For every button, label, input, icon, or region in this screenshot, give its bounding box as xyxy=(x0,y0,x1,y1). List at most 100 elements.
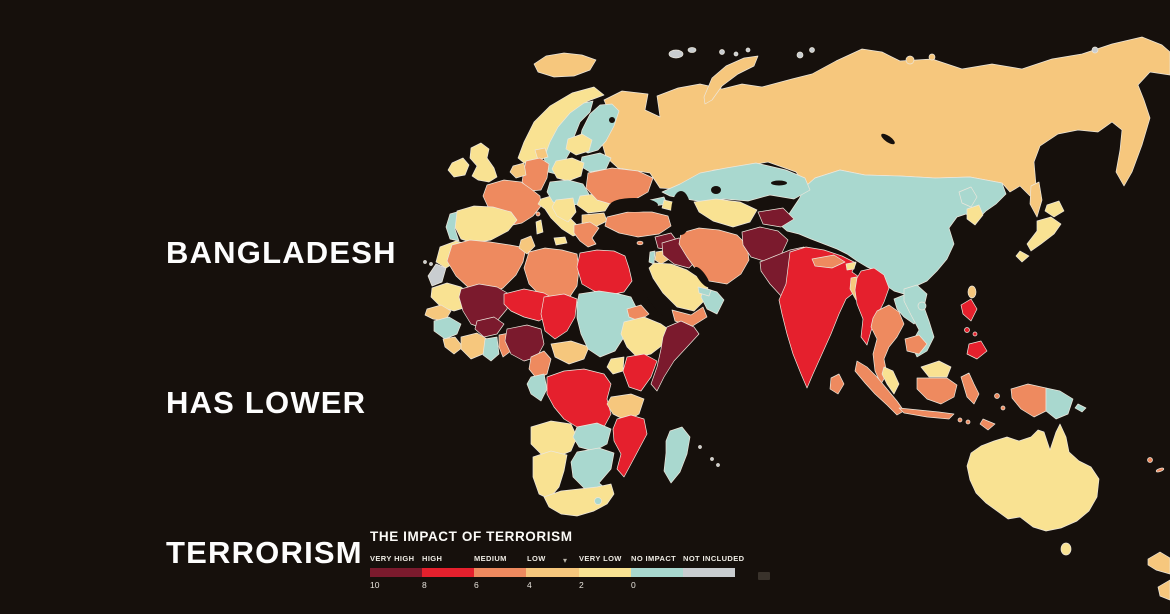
country-portugal xyxy=(445,211,460,242)
legend-values: 10 8 6 4 2 0 xyxy=(370,580,770,590)
legend-swatch-very-high xyxy=(370,568,423,577)
country-indonesia-sumatra xyxy=(854,360,905,416)
country-uae xyxy=(697,286,712,297)
country-novaya-zemlya xyxy=(703,55,759,105)
legend-label-high: HIGH xyxy=(422,554,443,563)
country-indonesia-sulawesi xyxy=(960,372,980,405)
country-russia xyxy=(597,36,1170,197)
country-papua-new-guinea-new-britain xyxy=(1074,403,1087,413)
legend-swatch-low xyxy=(526,568,579,577)
country-indonesia-lombok xyxy=(965,419,971,425)
country-ireland xyxy=(447,157,470,178)
country-north-korea xyxy=(958,186,978,208)
headline: BANGLADESH HAS LOWER TERRORISM THREAT TH… xyxy=(166,128,449,614)
country-chad xyxy=(540,293,578,340)
country-tajikistan-kyrgyzstan xyxy=(757,207,795,228)
country-china xyxy=(778,169,1007,295)
country-china-hainan xyxy=(917,301,927,311)
country-indonesia-papua xyxy=(1010,383,1047,418)
country-zambia xyxy=(572,422,612,452)
country-italy-sardinia xyxy=(535,219,544,235)
country-indonesia-moluccas xyxy=(994,393,1000,399)
legend-label-very-low: VERY LOW xyxy=(579,554,622,563)
country-cameroon xyxy=(528,350,552,380)
country-madagascar xyxy=(663,426,691,484)
country-saudi-arabia xyxy=(648,262,709,312)
country-burkina-faso xyxy=(474,316,505,338)
legend-value-8: 8 xyxy=(422,580,427,590)
country-tunisia xyxy=(518,235,536,255)
country-indian-ocean-islands xyxy=(710,457,714,461)
legend-swatch-very-low xyxy=(578,568,631,577)
country-algeria xyxy=(446,239,527,296)
country-congo-gabon xyxy=(526,373,548,402)
country-philippines-visayas xyxy=(972,331,978,337)
legend-label-medium: MEDIUM xyxy=(474,554,507,563)
legend-label-very-high: VERY HIGH xyxy=(370,554,415,563)
country-cyprus xyxy=(636,240,644,246)
country-mozambique xyxy=(612,414,648,478)
country-malaysia xyxy=(881,366,900,395)
country-central-african-republic xyxy=(550,340,590,365)
country-france-corsica xyxy=(535,211,541,217)
country-severnaya-zemlya xyxy=(809,47,815,53)
country-baltics xyxy=(565,133,593,156)
country-canary-islands xyxy=(429,262,433,266)
country-indonesia-java xyxy=(898,407,955,420)
country-indonesia-moluccas xyxy=(1000,405,1006,411)
country-western-sahara xyxy=(427,263,447,287)
country-greece xyxy=(573,221,600,248)
country-kenya xyxy=(622,353,658,392)
country-new-zealand-north xyxy=(1147,551,1170,575)
country-malaysia-borneo xyxy=(920,360,952,378)
country-somalia xyxy=(650,320,700,392)
country-sierra-leone-liberia xyxy=(442,336,464,355)
country-kazakhstan xyxy=(661,162,811,203)
country-drc xyxy=(546,368,612,432)
country-australia-tasmania xyxy=(1060,542,1072,556)
country-franz-josef-land xyxy=(745,47,751,53)
country-severnaya-zemlya xyxy=(796,51,804,59)
country-philippines-visayas xyxy=(964,327,970,333)
country-balkans xyxy=(551,197,577,223)
country-sudan xyxy=(576,290,638,358)
country-nepal xyxy=(811,254,846,269)
country-south-africa xyxy=(543,483,615,517)
country-myanmar xyxy=(854,267,890,346)
country-australia xyxy=(966,423,1100,532)
country-japan-kyushu xyxy=(1015,250,1030,263)
legend-labels: VERY HIGH HIGH MEDIUM LOW VERY LOW NO IM… xyxy=(370,554,770,564)
country-cambodia xyxy=(904,334,928,355)
legend-label-no-impact: NO IMPACT xyxy=(631,554,677,563)
headline-line: HAS LOWER xyxy=(166,385,367,420)
legend-value-0: 0 xyxy=(631,580,636,590)
legend-swatch-medium xyxy=(474,568,527,577)
country-new-caledonia xyxy=(1155,467,1165,473)
headline-line: TERRORISM xyxy=(166,535,363,570)
country-guinea xyxy=(433,316,462,340)
cursor-marker: ▾ xyxy=(563,556,568,565)
country-egypt xyxy=(576,249,633,296)
country-namibia xyxy=(532,450,568,500)
country-south-korea xyxy=(966,204,984,226)
country-svalbard xyxy=(687,47,697,53)
legend-title: THE IMPACT OF TERRORISM xyxy=(370,529,573,544)
country-new-siberian-islands xyxy=(928,53,936,61)
legend-label-not-included: NOT INCLUDED xyxy=(683,554,745,563)
country-japan-honshu xyxy=(1026,216,1062,252)
legend-value-6: 6 xyxy=(474,580,479,590)
country-israel xyxy=(648,250,656,265)
country-uzbekistan-turkmenistan xyxy=(693,198,758,228)
country-indian-ocean-islands xyxy=(716,463,720,467)
country-indian-ocean-islands xyxy=(698,445,702,449)
country-canary-islands xyxy=(423,260,427,264)
legend-value-4: 4 xyxy=(527,580,532,590)
country-ukraine xyxy=(585,167,654,206)
country-indonesia-bali xyxy=(957,417,963,423)
country-libya xyxy=(523,247,580,301)
country-benelux xyxy=(509,162,527,179)
country-svalbard xyxy=(668,49,684,59)
country-russia-sakhalin xyxy=(1029,181,1043,218)
